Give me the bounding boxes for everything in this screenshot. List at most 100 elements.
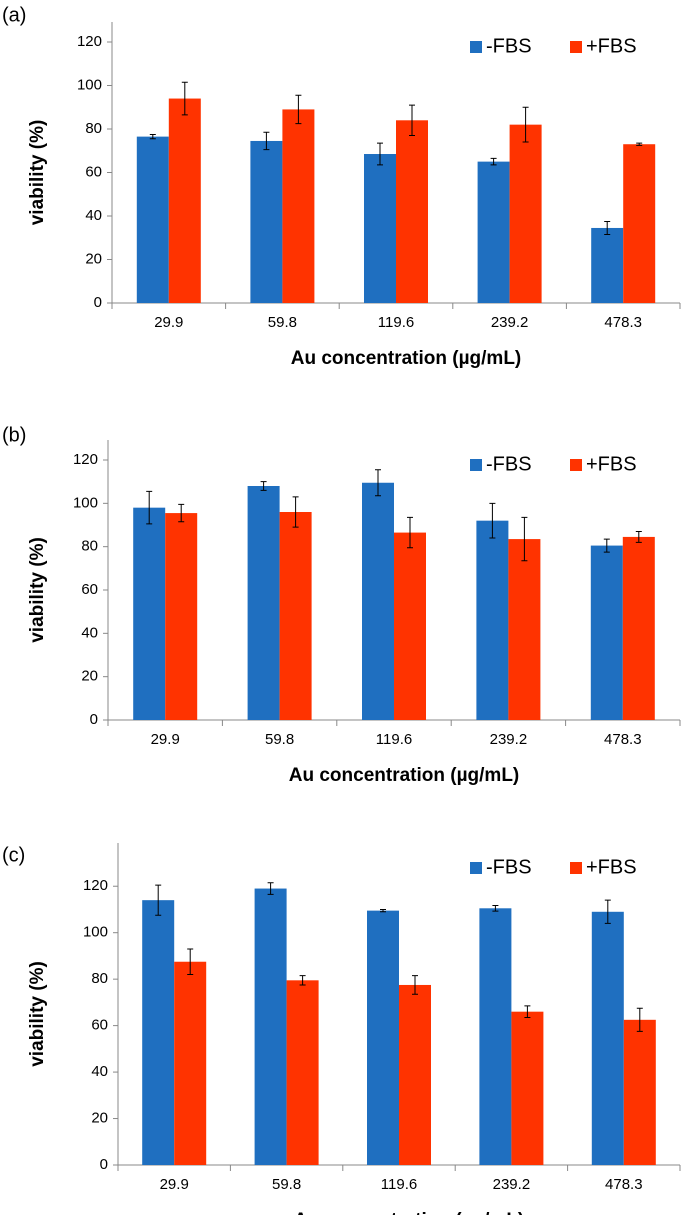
legend-label: -FBS — [486, 453, 532, 475]
error-bar — [521, 516, 528, 562]
x-tick-label: 119.6 — [376, 731, 412, 748]
x-axis-title: Au concentration (µg/mL) — [291, 348, 522, 369]
x-tick-label: 59.8 — [272, 1176, 301, 1193]
legend-label: -FBS — [486, 856, 532, 878]
y-tick-label: 80 — [91, 970, 108, 987]
bar — [591, 911, 624, 1165]
bar — [142, 900, 175, 1165]
error-bar — [375, 469, 381, 497]
y-axis-title: viability (%) — [27, 120, 48, 226]
bar — [165, 513, 198, 720]
error-bar — [492, 905, 499, 912]
bar — [364, 154, 396, 303]
error-bar — [260, 481, 267, 491]
error-bar — [636, 142, 643, 146]
y-tick-label: 40 — [85, 207, 102, 224]
legend-label: +FBS — [586, 35, 637, 57]
y-tick-label: 100 — [73, 494, 98, 511]
bar — [479, 908, 512, 1165]
error-bar — [412, 975, 418, 995]
y-tick-label: 60 — [91, 1017, 108, 1034]
y-tick-label: 120 — [83, 877, 108, 894]
error-bar — [146, 490, 153, 525]
y-tick-label: 0 — [100, 1156, 108, 1173]
y-tick-label: 60 — [81, 581, 98, 598]
bar — [133, 507, 166, 720]
y-tick-label: 40 — [91, 1063, 108, 1080]
error-bar — [155, 884, 162, 916]
y-axis-title: viability (%) — [27, 537, 48, 643]
bar — [394, 532, 426, 720]
x-tick-label: 59.8 — [265, 731, 294, 748]
x-axis-title: Au concentration (µg/mL) — [289, 765, 520, 786]
error-bar — [295, 94, 302, 125]
bar — [168, 98, 201, 303]
x-tick-label: 29.9 — [151, 731, 180, 748]
x-tick-label: 239.2 — [493, 1176, 531, 1193]
x-tick-label: 119.6 — [381, 1176, 417, 1193]
error-bar — [187, 948, 194, 976]
y-tick-label: 40 — [81, 624, 98, 641]
y-tick-label: 20 — [81, 668, 98, 685]
error-bar — [267, 882, 274, 895]
x-tick-label: 478.3 — [604, 314, 642, 331]
bar — [508, 539, 541, 720]
bar — [279, 512, 312, 720]
panel-label: (b) — [2, 424, 26, 446]
y-tick-label: 20 — [91, 1110, 108, 1127]
error-bar — [407, 516, 413, 549]
bar — [623, 1019, 656, 1165]
error-bar — [178, 503, 185, 523]
bar — [286, 980, 319, 1165]
error-bar — [635, 531, 642, 543]
bar — [399, 984, 431, 1165]
x-tick-label: 119.6 — [378, 314, 414, 331]
bar — [254, 888, 287, 1165]
legend-swatch — [470, 41, 482, 53]
error-bar — [380, 908, 386, 913]
error-bar — [604, 899, 611, 924]
bar — [250, 140, 283, 303]
y-tick-label: 80 — [81, 538, 98, 555]
bar — [247, 486, 280, 720]
x-axis-title: Au concentration (µg/mL) — [294, 1210, 525, 1215]
legend-label: +FBS — [586, 453, 637, 475]
y-tick-label: 0 — [94, 294, 102, 311]
legend-label: +FBS — [586, 856, 637, 878]
legend-swatch — [570, 862, 582, 874]
error-bar — [263, 131, 270, 151]
bar — [367, 910, 399, 1165]
bar — [362, 482, 394, 720]
bar — [590, 545, 623, 720]
error-bar — [604, 220, 611, 235]
error-bar — [636, 1007, 643, 1032]
bar — [396, 120, 428, 303]
error-bar — [409, 104, 415, 137]
error-bar — [292, 496, 299, 528]
error-bar — [490, 157, 497, 166]
bar — [511, 1011, 544, 1165]
y-axis-title: viability (%) — [27, 961, 48, 1067]
bar — [476, 520, 509, 720]
y-tick-label: 20 — [85, 250, 102, 267]
y-tick-label: 120 — [73, 451, 98, 468]
y-tick-label: 120 — [77, 33, 102, 50]
x-tick-label: 239.2 — [490, 731, 528, 748]
error-bar — [603, 538, 610, 553]
legend-label: -FBS — [486, 35, 532, 57]
x-tick-label: 29.9 — [160, 1176, 189, 1193]
x-tick-label: 478.3 — [604, 731, 642, 748]
legend-swatch — [570, 459, 582, 471]
y-tick-label: 100 — [83, 924, 108, 941]
y-tick-label: 100 — [77, 76, 102, 93]
bar — [623, 144, 656, 303]
error-bar — [524, 1005, 531, 1018]
error-bar — [149, 133, 156, 140]
bar — [591, 227, 624, 303]
error-bar — [377, 142, 383, 166]
legend-swatch — [470, 862, 482, 874]
error-bar — [181, 81, 188, 116]
bar — [282, 109, 315, 303]
y-tick-label: 0 — [90, 711, 98, 728]
